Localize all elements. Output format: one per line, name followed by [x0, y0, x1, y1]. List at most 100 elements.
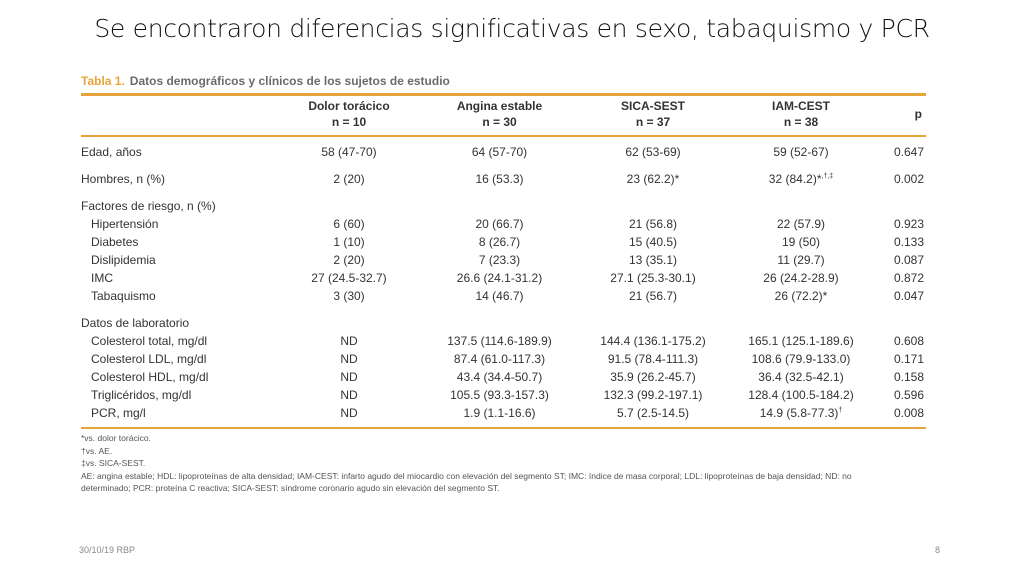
p-value-cell: 0.002	[874, 161, 926, 188]
cell-text: 11 (29.7)	[777, 253, 825, 267]
header-cell-angina: Angina estable n = 30	[421, 96, 578, 137]
cell-text: 21 (56.8)	[628, 217, 678, 231]
iam-value-cell: 108.6 (79.9-133.0)	[728, 350, 874, 368]
iam-value-cell: 19 (50)	[728, 233, 874, 251]
cell-text: 64 (57-70)	[471, 145, 528, 159]
row-label-cell: Edad, años	[81, 136, 277, 161]
cell-text: 0.158	[893, 370, 924, 384]
sica-value-cell: 62 (53-69)	[578, 136, 728, 161]
cell-text: IMC	[91, 271, 113, 285]
footer-date: 30/10/19 RBP	[79, 545, 136, 555]
p-value-cell: 0.923	[874, 215, 926, 233]
row-label-cell: Hipertensión	[81, 215, 277, 233]
cell-text: 27.1 (25.3-30.1)	[610, 271, 696, 285]
cell-text: 128.4 (100.5-184.2)	[748, 388, 854, 402]
angina-value-cell: 14 (46.7)	[421, 287, 578, 305]
table-row: Colesterol HDL, mg/dl ND 43.4 (34.4-50.7) 3…	[81, 368, 926, 386]
sica-value-cell: 91.5 (78.4-111.3)	[578, 350, 728, 368]
dolor-value-cell: 58 (47-70)	[277, 136, 421, 161]
cell-text: 7 (23.3)	[478, 253, 521, 267]
iam-value-cell	[728, 188, 874, 215]
cell-text: 6 (60)	[333, 217, 365, 231]
table-row: Tabaquismo 3 (30) 14 (46.7) 21 (56.7) 26 (72…	[81, 287, 926, 305]
p-value-cell	[874, 188, 926, 215]
cell-text: 0.872	[893, 271, 924, 285]
table-caption-label: Tabla 1.	[81, 74, 125, 88]
cell-text: 26 (24.2-28.9)	[763, 271, 839, 285]
cell-text: 21 (56.7)	[628, 289, 678, 303]
table-caption-text: Datos demográficos y clínicos de los suj…	[129, 74, 450, 88]
table-row: IMC 27 (24.5-32.7) 26.6 (24.1-31.2) 27.1 (2…	[81, 269, 926, 287]
sica-value-cell: 35.9 (26.2-45.7)	[578, 368, 728, 386]
angina-value-cell: 20 (66.7)	[421, 215, 578, 233]
sica-value-cell	[578, 188, 728, 215]
angina-value-cell	[421, 305, 578, 332]
header-group-name: SICA-SEST	[620, 99, 685, 113]
table-row: Triglicéridos, mg/dl ND 105.5 (93.3-157.3)…	[81, 386, 926, 404]
cell-text: Factores de riesgo, n (%)	[81, 199, 216, 213]
p-value-cell: 0.008	[874, 404, 926, 429]
row-label-cell: IMC	[81, 269, 277, 287]
p-value-cell: 0.872	[874, 269, 926, 287]
sica-value-cell: 5.7 (2.5-14.5)	[578, 404, 728, 429]
cell-text: Hombres, n (%)	[81, 172, 166, 186]
cell-text: 0.087	[893, 253, 924, 267]
cell-text: 1 (10)	[333, 235, 365, 249]
p-value-cell	[874, 305, 926, 332]
row-label-cell: Hombres, n (%)	[81, 161, 277, 188]
page-number: 8	[935, 545, 941, 555]
iam-value-cell: 165.1 (125.1-189.6)	[728, 332, 874, 350]
sica-value-cell: 15 (40.5)	[578, 233, 728, 251]
sica-value-cell: 13 (35.1)	[578, 251, 728, 269]
iam-value-cell: 22 (57.9)	[728, 215, 874, 233]
cell-text: Diabetes	[91, 235, 139, 249]
header-group-name: Angina estable	[456, 99, 543, 113]
header-group-n: n = 38	[783, 115, 819, 129]
table-row: Diabetes 1 (10) 8 (26.7) 15 (40.5) 19 (50) 0.…	[81, 233, 926, 251]
cell-text: 5.7 (2.5-14.5)	[616, 406, 690, 420]
cell-text: 19 (50)	[781, 235, 821, 249]
header-group-name: Dolor torácico	[308, 99, 390, 113]
cell-text: 27 (24.5-32.7)	[311, 271, 387, 285]
footnote: *vs. dolor torácico.	[81, 433, 151, 443]
cell-text: Colesterol total, mg/dl	[91, 334, 208, 348]
sica-value-cell: 27.1 (25.3-30.1)	[578, 269, 728, 287]
p-value-cell: 0.087	[874, 251, 926, 269]
row-label-cell: Colesterol total, mg/dl	[81, 332, 277, 350]
p-value-cell: 0.047	[874, 287, 926, 305]
cell-text: 23 (62.2)*	[626, 172, 680, 186]
angina-value-cell: 43.4 (34.4-50.7)	[421, 368, 578, 386]
dolor-value-cell: 2 (20)	[277, 251, 421, 269]
row-label-cell: Tabaquismo	[81, 287, 277, 305]
row-label-cell: Datos de laboratorio	[81, 305, 277, 332]
table-row: Factores de riesgo, n (%)	[81, 188, 926, 215]
cell-text: Edad, años	[81, 145, 142, 159]
table-row: Colesterol LDL, mg/dl ND 87.4 (61.0-117.3)…	[81, 350, 926, 368]
cell-text: 0.171	[893, 352, 924, 366]
iam-value-cell: 36.4 (32.5-42.1)	[728, 368, 874, 386]
cell-text: 26.6 (24.1-31.2)	[456, 271, 543, 285]
cell-text: 16 (53.3)	[475, 172, 524, 186]
cell-text: 8 (26.7)	[478, 235, 521, 249]
cell-text: Triglicéridos, mg/dl	[91, 388, 192, 402]
table-row: Edad, años 58 (47-70) 64 (57-70) 62 (53-69)…	[81, 136, 926, 161]
cell-text: 3 (30)	[333, 289, 365, 303]
p-value-cell: 0.608	[874, 332, 926, 350]
cell-text: ND	[340, 406, 358, 420]
dolor-value-cell: ND	[277, 350, 421, 368]
cell-text: Colesterol HDL, mg/dl	[91, 370, 209, 384]
header-cell-p: p	[874, 96, 926, 137]
cell-text: 0.047	[893, 289, 924, 303]
cell-text: 43.4 (34.4-50.7)	[456, 370, 543, 384]
cell-superscript: †	[838, 407, 843, 414]
cell-text: 165.1 (125.1-189.6)	[748, 334, 854, 348]
cell-text: 32 (84.2)*	[768, 172, 822, 186]
cell-text: 22 (57.9)	[776, 217, 826, 231]
header-cell-dolor: Dolor torácico n = 10	[277, 96, 421, 137]
dolor-value-cell: ND	[277, 368, 421, 386]
angina-value-cell: 64 (57-70)	[421, 136, 578, 161]
table-body: Edad, años 58 (47-70) 64 (57-70) 62 (53-69)…	[81, 136, 926, 429]
cell-text: 87.4 (61.0-117.3)	[453, 352, 546, 366]
p-value-cell: 0.133	[874, 233, 926, 251]
cell-text: 36.4 (32.5-42.1)	[758, 370, 844, 384]
